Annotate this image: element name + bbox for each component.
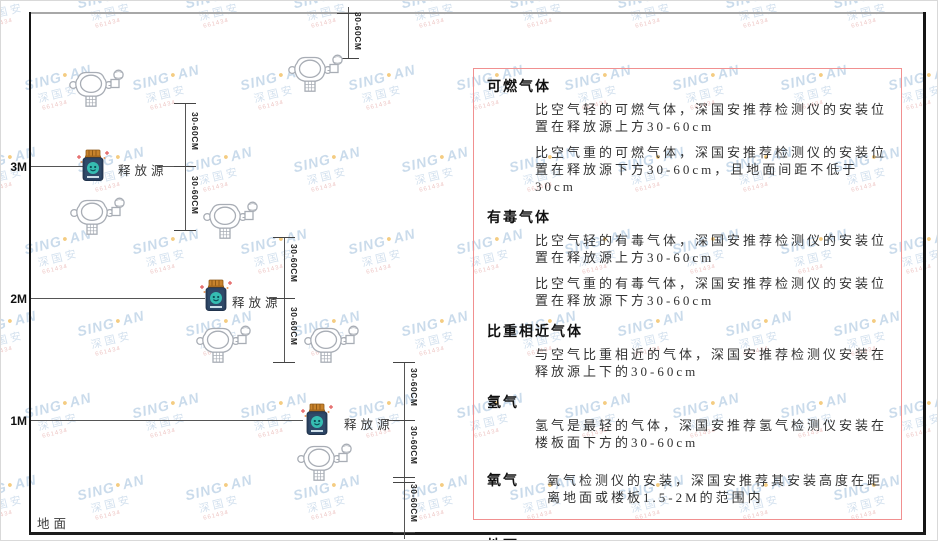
dim-tick	[174, 230, 196, 231]
height-label-2m: 2M	[10, 292, 27, 306]
gas-detector-icon	[196, 325, 251, 363]
release-source-2m	[197, 279, 235, 318]
section-similar-density-gas: 比重相近气体 与空气比重相近的气体，深国安推荐检测仪安装在释放源上下的30-60…	[487, 321, 887, 380]
dim-tick	[174, 166, 196, 167]
dim-label-ceiling: 30-60CM	[353, 12, 363, 51]
dim-tick	[337, 58, 359, 59]
section-combustible-gas: 可燃气体 比空气轻的可燃气体，深国安推荐检测仪的安装位置在释放源上方30-60c…	[487, 76, 887, 195]
section-hydrogen: 氢气 氢气是最轻的气体，深国安推荐氢气检测仪安装在楼板面下方的30-60cm	[487, 392, 887, 451]
section-paragraph: 比空气轻的可燃气体，深国安推荐检测仪的安装位置在释放源上方30-60cm	[535, 102, 888, 134]
section-heading: 比重相近气体	[487, 325, 583, 340]
release-source-icon	[77, 149, 109, 182]
dim-label-1m-lower: 30-60CM	[409, 426, 419, 465]
section-paragraph: 比空气重的可燃气体，深国安推荐检测仪的安装位置在释放源下方30-60cm，且地面…	[535, 145, 888, 194]
release-source-1m	[298, 403, 336, 442]
release-source-label-3m: 释放源	[118, 164, 168, 178]
left-wall-line	[29, 12, 31, 535]
release-source-label-1m: 释放源	[344, 418, 394, 432]
ground-label: 地面	[37, 517, 71, 531]
release-source-icon	[200, 279, 232, 312]
dim-line-3m	[185, 103, 186, 231]
release-source-icon	[301, 403, 333, 436]
section-paragraph: 氧气检测仪的安装，深国安推荐其安装高度在距离地面或楼板1.5-2M的范围内	[547, 473, 884, 505]
detector-below-source-1m	[297, 442, 353, 487]
level-line-1m	[31, 420, 303, 421]
detector-above-source-3m	[69, 68, 125, 113]
section-paragraph: 比空气重的有毒气体，深国安推荐检测仪的安装位置在释放源下方30-60cm	[535, 276, 888, 308]
detector-above-source-2m	[203, 200, 259, 245]
height-label-1m: 1M	[10, 414, 27, 428]
section-paragraph: 比空气轻的有毒气体，深国安推荐检测仪的安装位置在释放源上方30-60cm	[535, 233, 888, 265]
ceiling-line	[29, 12, 926, 14]
gas-detector-icon	[203, 201, 258, 239]
section-heading: 地面	[487, 535, 887, 540]
dim-tick	[273, 298, 295, 299]
gas-detector-icon	[288, 54, 343, 92]
gas-detector-icon	[70, 197, 125, 235]
dim-label-3m-upper: 30-60CM	[190, 112, 200, 151]
dim-label-3m-lower: 30-60CM	[190, 176, 200, 215]
gas-detector-icon	[297, 443, 352, 481]
gas-detector-icon	[304, 325, 359, 363]
dim-label-2m-upper: 30-60CM	[289, 244, 299, 283]
dim-tick	[174, 103, 196, 104]
dim-label-2m-lower: 30-60CM	[289, 307, 299, 346]
level-line-3m	[31, 166, 83, 167]
level-line-2m	[31, 298, 205, 299]
ground-line	[29, 532, 926, 535]
section-heading: 可燃气体	[487, 80, 551, 95]
dim-tick	[337, 13, 359, 14]
section-heading: 氧气	[487, 474, 519, 489]
section-toxic-gas: 有毒气体 比空气轻的有毒气体，深国安推荐检测仪的安装位置在释放源上方30-60c…	[487, 207, 887, 309]
section-ground: 地面 检测仪地面间距，深国安推荐在30-60cm，且不得小于30cm，因为过低容…	[487, 535, 887, 540]
dim-label-ground-gap: 30-60CM	[409, 484, 419, 523]
dim-tick	[273, 237, 295, 238]
right-wall-line	[923, 12, 926, 535]
detector-below-ceiling	[288, 53, 344, 98]
dim-line-ceiling	[348, 7, 349, 59]
dim-tick	[393, 420, 415, 421]
section-oxygen: 氧气 氧气检测仪的安装，深国安推荐其安装高度在距离地面或楼板1.5-2M的范围内	[487, 460, 887, 515]
detector-below-source-3m	[70, 196, 126, 241]
release-source-3m	[74, 149, 112, 188]
dim-tick	[393, 482, 415, 483]
dim-line-1m	[404, 362, 405, 539]
dim-tick	[393, 532, 415, 533]
dim-tick	[273, 362, 295, 363]
height-label-3m: 3M	[10, 160, 27, 174]
dim-label-1m-upper: 30-60CM	[409, 368, 419, 407]
gas-detector-icon	[69, 69, 124, 107]
section-heading: 有毒气体	[487, 211, 551, 226]
section-paragraph: 氢气是最轻的气体，深国安推荐氢气检测仪安装在楼板面下方的30-60cm	[535, 418, 888, 450]
release-source-label-2m: 释放源	[232, 296, 282, 310]
detector-above-source-1m	[304, 324, 360, 369]
detector-below-source-2m	[196, 324, 252, 369]
section-heading: 氢气	[487, 396, 519, 411]
dim-tick	[393, 477, 415, 478]
dim-tick	[393, 362, 415, 363]
info-panel: 可燃气体 比空气轻的可燃气体，深国安推荐检测仪的安装位置在释放源上方30-60c…	[473, 68, 902, 540]
section-paragraph: 与空气比重相近的气体，深国安推荐检测仪安装在释放源上下的30-60cm	[535, 347, 888, 379]
dim-line-2m	[284, 237, 285, 362]
